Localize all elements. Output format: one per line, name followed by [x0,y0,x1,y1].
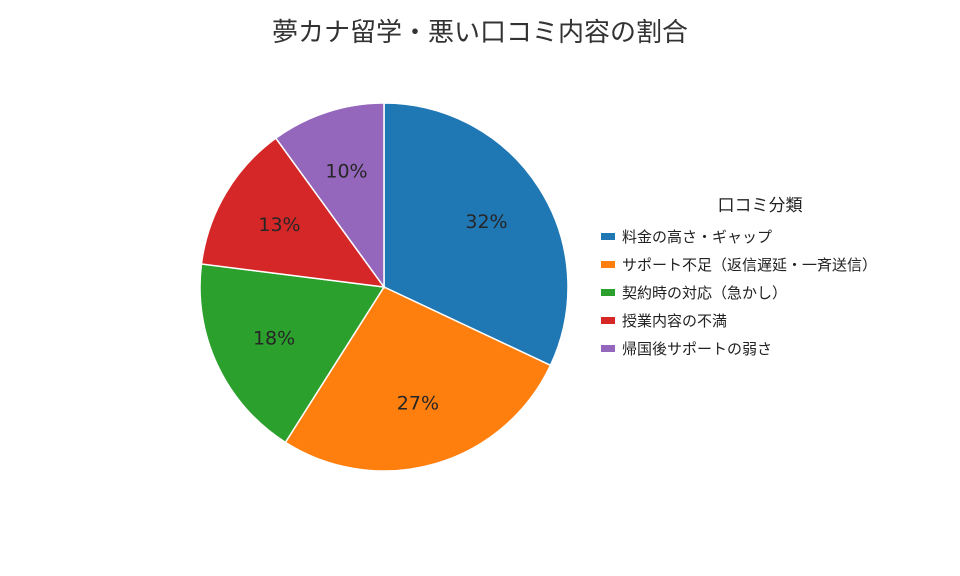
legend-label-2: サポート不足（返信遅延・一斉送信） [622,256,877,274]
legend-swatch-1 [601,233,615,240]
slice-label-3: 18% [253,328,295,350]
slice-label-4: 13% [258,214,300,236]
legend-label-3: 契約時の対応（急かし） [622,284,787,302]
chart-title: 夢カナ留学・悪い口コミ内容の割合 [272,18,688,48]
slice-label-1: 32% [465,211,507,233]
pie-slice-5 [274,102,385,290]
pie-slice-3 [199,263,386,444]
legend-swatch-2 [601,261,615,268]
legend-swatch-4 [601,317,615,324]
slice-label-2: 27% [397,393,439,415]
slice-labels: 32% 27% 18% 13% 10% [253,161,508,415]
legend-label-1: 料金の高さ・ギャップ [622,228,772,246]
pie-slices [199,102,569,472]
pie-slice-2 [284,286,552,472]
legend-label-4: 授業内容の不満 [622,312,727,330]
legend-swatch-3 [601,289,615,296]
legend-label-5: 帰国後サポートの弱さ [622,340,772,358]
legend-title: 口コミ分類 [718,196,803,216]
pie-slice-1 [383,102,569,367]
slice-label-5: 10% [325,161,367,183]
legend-swatch-5 [601,345,615,352]
pie-slice-4 [200,137,386,288]
